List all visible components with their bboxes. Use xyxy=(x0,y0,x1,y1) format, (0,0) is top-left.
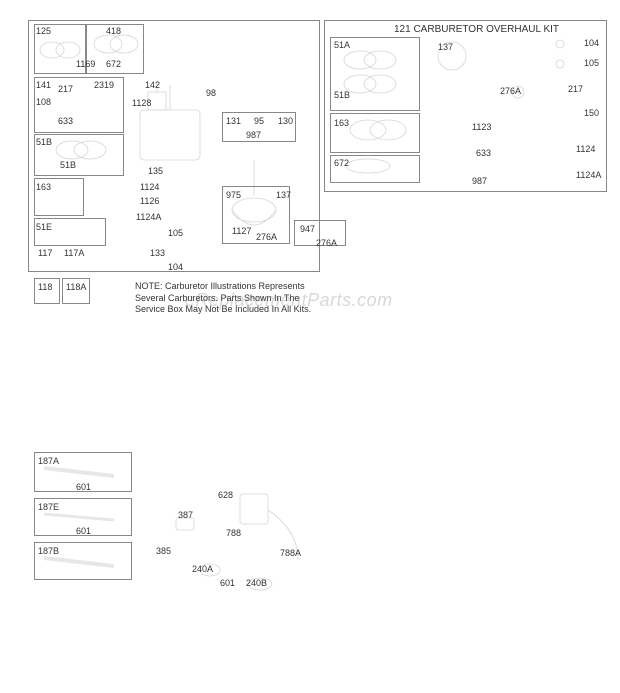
callout-label: 947 xyxy=(300,224,315,234)
callout-label: 104 xyxy=(168,262,183,272)
callout-label: 240B xyxy=(246,578,267,588)
callout-label: 137 xyxy=(276,190,291,200)
callout-label: 633 xyxy=(476,148,491,158)
callout-label: 163 xyxy=(36,182,51,192)
callout-label: 1169 xyxy=(76,59,95,69)
callout-label: 987 xyxy=(246,130,261,140)
note-line: NOTE: Carburetor Illustrations Represent… xyxy=(135,281,305,291)
callout-label: 142 xyxy=(145,80,160,90)
callout-label: 975 xyxy=(226,190,241,200)
callout-label: 217 xyxy=(568,84,583,94)
callout-label: 98 xyxy=(206,88,216,98)
callout-label: 217 xyxy=(58,84,73,94)
callout-label: 51B xyxy=(36,137,52,147)
note-line: Service Box May Not Be Included In All K… xyxy=(135,304,311,314)
callout-label: 131 xyxy=(226,116,241,126)
callout-label: 117 xyxy=(38,248,52,258)
callout-label: 187B xyxy=(38,546,59,556)
callout-label: 1128 xyxy=(132,98,151,108)
callout-label: 150 xyxy=(584,108,599,118)
callout-label: 51B xyxy=(60,160,76,170)
callout-label: 276A xyxy=(256,232,277,242)
callout-label: 51B xyxy=(334,90,350,100)
callout-label: 601 xyxy=(76,482,91,492)
callout-label: 105 xyxy=(584,58,599,68)
callout-label: 1127 xyxy=(232,226,251,236)
callout-label: 788 xyxy=(226,528,241,538)
callout-label: 628 xyxy=(218,490,233,500)
callout-label: 187E xyxy=(38,502,59,512)
callout-label: 987 xyxy=(472,176,487,186)
callout-label: 117A xyxy=(64,248,84,258)
note-line: Several Carburetors. Parts Shown In The xyxy=(135,293,299,303)
illustration-layer xyxy=(0,0,620,693)
callout-label: 1126 xyxy=(140,196,159,206)
callout-label: 118 xyxy=(38,282,52,292)
callout-label: 672 xyxy=(334,158,349,168)
callout-label: 387 xyxy=(178,510,193,520)
callout-label: 141 xyxy=(36,80,51,90)
callout-label: 601 xyxy=(76,526,91,536)
callout-label: 133 xyxy=(150,248,165,258)
callout-label: 633 xyxy=(58,116,73,126)
callout-label: 135 xyxy=(148,166,163,176)
callout-label: 601 xyxy=(220,578,235,588)
callout-label: 1124A xyxy=(136,212,161,222)
callout-label: 95 xyxy=(254,116,264,126)
callout-label: 1123 xyxy=(472,122,491,132)
parts-diagram: 121 CARBURETOR OVERHAUL KIT xyxy=(0,0,620,693)
callout-label: 51E xyxy=(36,222,52,232)
carb-note: NOTE: Carburetor Illustrations Represent… xyxy=(135,281,335,316)
callout-label: 788A xyxy=(280,548,301,558)
callout-label: 1124A xyxy=(576,170,601,180)
callout-label: 418 xyxy=(106,26,121,36)
callout-label: 105 xyxy=(168,228,183,238)
callout-label: 240A xyxy=(192,564,213,574)
callout-label: 118A xyxy=(66,282,86,292)
callout-label: 104 xyxy=(584,38,599,48)
callout-label: 2319 xyxy=(94,80,114,90)
callout-label: 1124 xyxy=(576,144,595,154)
callout-label: 672 xyxy=(106,59,121,69)
callout-label: 137 xyxy=(438,42,453,52)
callout-label: 51A xyxy=(334,40,350,50)
callout-label: 276A xyxy=(500,86,521,96)
callout-label: 163 xyxy=(334,118,349,128)
callout-label: 125 xyxy=(36,26,51,36)
callout-label: 276A xyxy=(316,238,337,248)
callout-label: 130 xyxy=(278,116,293,126)
callout-label: 108 xyxy=(36,97,51,107)
callout-label: 1124 xyxy=(140,182,159,192)
callout-label: 385 xyxy=(156,546,171,556)
callout-label: 187A xyxy=(38,456,59,466)
